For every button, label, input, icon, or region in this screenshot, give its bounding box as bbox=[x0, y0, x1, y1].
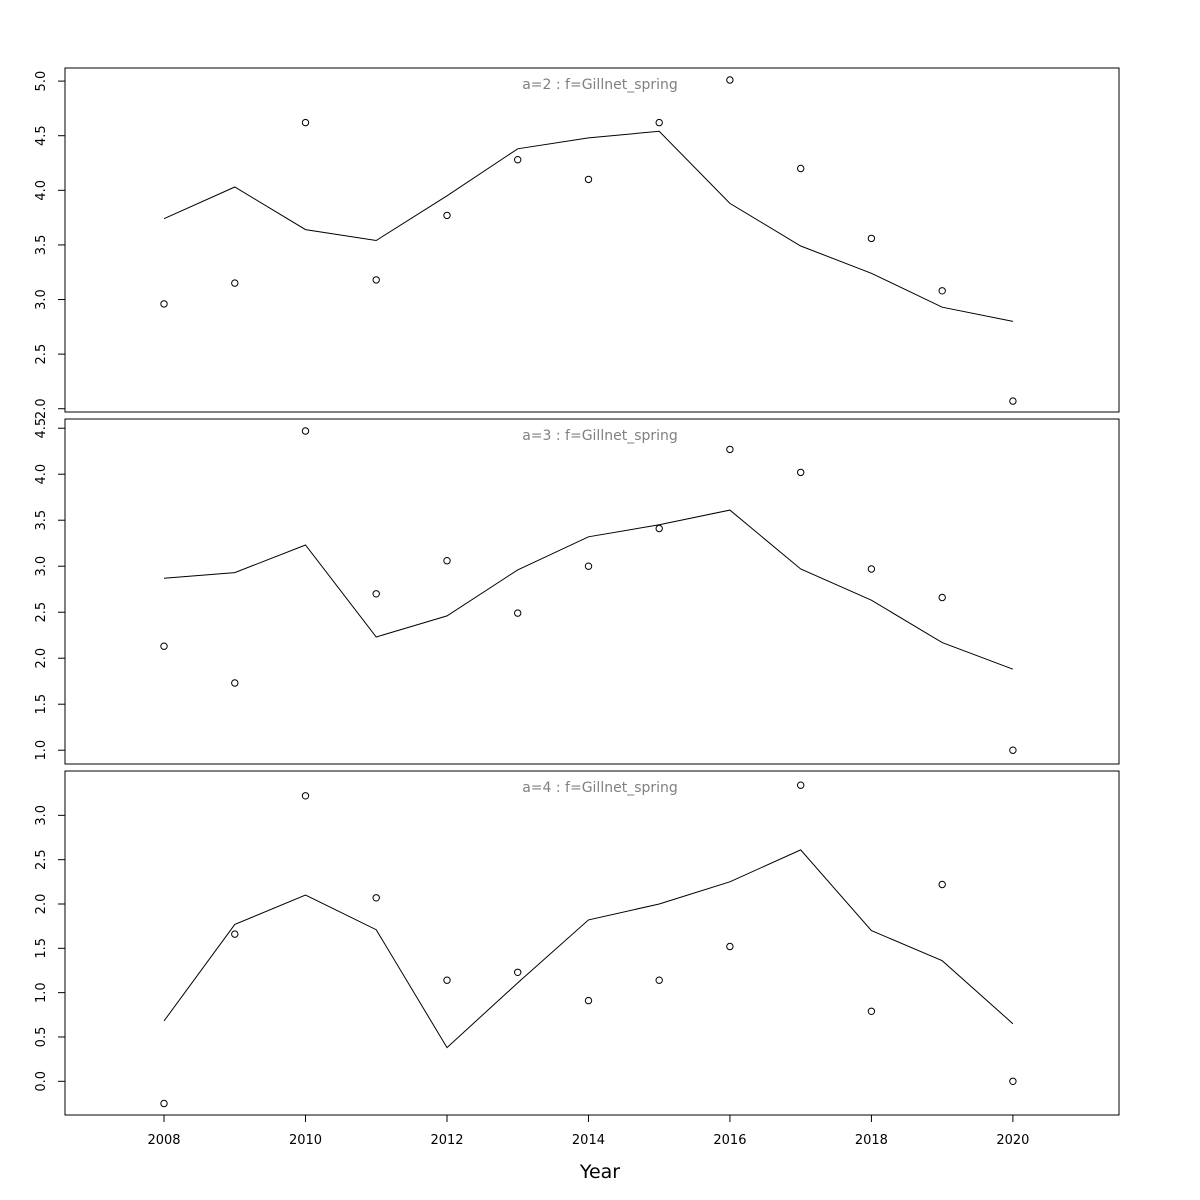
observed-point bbox=[655, 976, 663, 984]
panel-frame bbox=[64, 418, 1120, 765]
panel-3: a=4 : f=Gillnet_spring 0.0 0.5 1.0 1.5 2.0 2.5… bbox=[34, 770, 1120, 1116]
y-tick-label: 1.5 bbox=[34, 694, 49, 715]
panel-1: a=2 : f=Gillnet_spring 2.0 2.5 3.0 3.5 4.0 4.5… bbox=[34, 67, 1120, 419]
observed-point bbox=[726, 76, 734, 84]
y-tick-label: 4.0 bbox=[34, 180, 49, 201]
fitted-line bbox=[163, 849, 1014, 1049]
observed-point bbox=[160, 300, 168, 308]
x-tick-label: 2008 bbox=[147, 1133, 180, 1148]
observed-point bbox=[1009, 1077, 1017, 1086]
y-tick-label: 2.5 bbox=[34, 602, 49, 623]
observed-point bbox=[443, 557, 451, 565]
y-tick-label: 4.0 bbox=[34, 464, 49, 485]
y-tick-label: 3.0 bbox=[34, 289, 49, 310]
y-tick-label: 4.5 bbox=[34, 418, 49, 439]
observed-point bbox=[584, 562, 593, 570]
x-tick-label: 2012 bbox=[430, 1133, 463, 1148]
panel-2: a=3 : f=Gillnet_spring 1.0 1.5 2.0 2.5 3.0 3.5… bbox=[34, 418, 1120, 765]
y-tick-label: 0.5 bbox=[34, 1027, 49, 1048]
y-tick-label: 1.0 bbox=[34, 982, 49, 1003]
panel-title: a=3 : f=Gillnet_spring bbox=[522, 428, 678, 444]
observed-point bbox=[584, 996, 593, 1005]
y-tick-label: 3.5 bbox=[34, 235, 49, 256]
observed-point bbox=[867, 234, 876, 243]
y-tick-label: 0.0 bbox=[34, 1071, 49, 1092]
fitted-line bbox=[163, 130, 1013, 322]
observed-point bbox=[514, 609, 522, 617]
observed-point bbox=[584, 175, 593, 184]
observed-point bbox=[938, 593, 946, 602]
observed-point bbox=[867, 565, 876, 573]
y-tick-label: 2.0 bbox=[34, 894, 49, 915]
x-tick-label: 2018 bbox=[855, 1133, 888, 1148]
panel-title: a=4 : f=Gillnet_spring bbox=[522, 780, 678, 796]
observed-point bbox=[443, 976, 451, 984]
x-tick-label: 2020 bbox=[996, 1133, 1029, 1148]
x-tick-label: 2010 bbox=[289, 1133, 322, 1148]
observed-point bbox=[372, 894, 380, 902]
panel-title: a=2 : f=Gillnet_spring bbox=[522, 77, 678, 93]
y-tick-label: 4.5 bbox=[34, 125, 49, 146]
observed-point bbox=[1009, 397, 1017, 405]
observed-point bbox=[514, 156, 522, 164]
y-tick-label: 3.0 bbox=[34, 805, 49, 826]
observed-point bbox=[938, 880, 946, 889]
observed-point bbox=[301, 427, 310, 435]
observed-point bbox=[443, 211, 451, 220]
observed-point bbox=[938, 287, 946, 295]
chart-panels: a=2 : f=Gillnet_spring 2.0 2.5 3.0 3.5 4.0 4.5… bbox=[34, 67, 1120, 1116]
observed-point bbox=[797, 781, 805, 789]
observed-point bbox=[655, 118, 663, 127]
panel-frame bbox=[64, 67, 1120, 413]
observed-point bbox=[797, 468, 805, 477]
observed-point bbox=[301, 118, 310, 127]
observed-point bbox=[726, 445, 734, 454]
x-axis: 2008 2010 2012 2014 2016 2018 2020 bbox=[147, 1114, 1029, 1148]
observed-point bbox=[867, 1007, 876, 1015]
observed-point bbox=[372, 590, 380, 598]
panel-frame bbox=[64, 770, 1120, 1116]
y-tick-label: 5.0 bbox=[34, 71, 49, 92]
observed-point bbox=[231, 930, 239, 938]
observed-point bbox=[726, 942, 734, 951]
x-tick-label: 2014 bbox=[572, 1133, 605, 1148]
y-tick-label: 2.5 bbox=[34, 344, 49, 365]
x-tick-label: 2016 bbox=[713, 1133, 746, 1148]
observed-point bbox=[160, 1099, 168, 1108]
y-tick-label: 3.0 bbox=[34, 556, 49, 577]
observed-point bbox=[231, 679, 239, 687]
observed-point bbox=[514, 968, 522, 976]
observed-point bbox=[231, 279, 239, 287]
observed-point bbox=[797, 164, 805, 173]
y-tick-label: 2.0 bbox=[34, 398, 49, 419]
y-tick-label: 1.0 bbox=[34, 740, 49, 761]
observed-point bbox=[301, 792, 310, 800]
y-tick-label: 3.5 bbox=[34, 510, 49, 531]
fitted-line bbox=[163, 509, 1014, 670]
observed-point bbox=[1009, 746, 1017, 754]
observed-point bbox=[372, 276, 380, 284]
y-tick-label: 2.5 bbox=[34, 849, 49, 870]
y-tick-label: 2.0 bbox=[34, 648, 49, 669]
x-axis-title: Year bbox=[579, 1161, 620, 1183]
observed-point bbox=[160, 642, 168, 650]
y-tick-label: 1.5 bbox=[34, 938, 49, 959]
observed-point bbox=[655, 524, 663, 533]
